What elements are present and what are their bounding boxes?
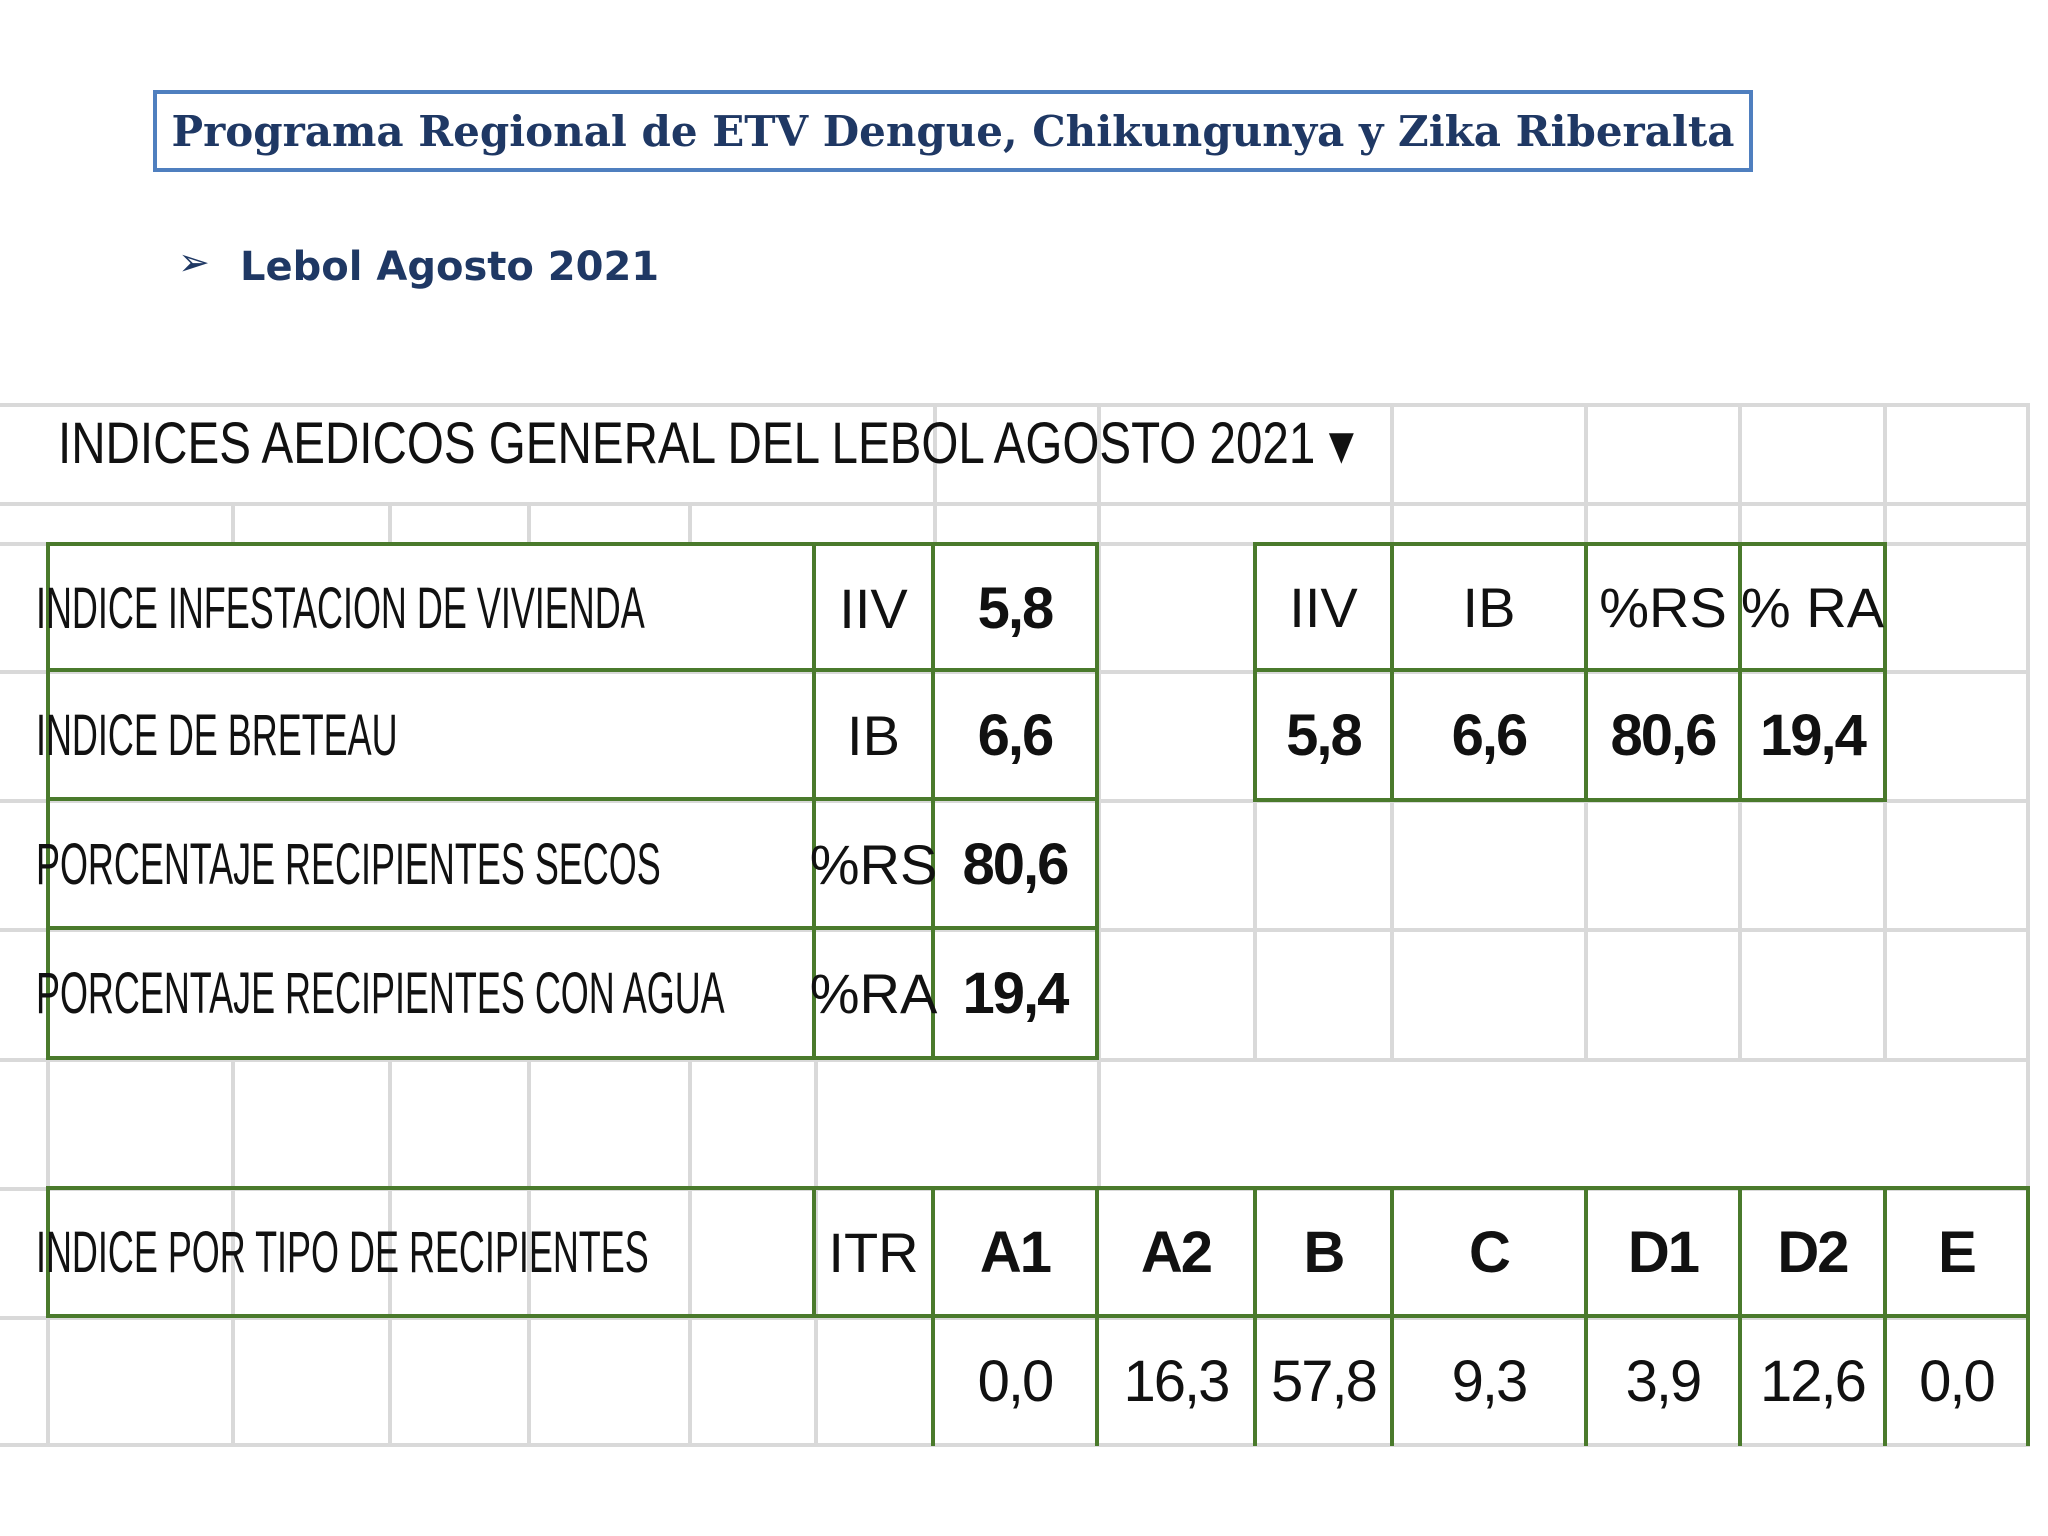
index-code-iiv: IIV — [839, 576, 908, 640]
summary-header-ra: % RA — [1740, 575, 1885, 639]
itr-value-c: 9,3 — [1451, 1348, 1529, 1414]
itr-value-a1: 0,0 — [977, 1348, 1055, 1414]
index-code-rs: %RS — [809, 832, 938, 896]
itr-header-d2: D2 — [1777, 1219, 1849, 1285]
index-label-iiv: INDICE INFESTACION DE VIVIENDA — [35, 575, 645, 641]
index-label-rs: PORCENTAJE RECIPIENTES SECOS — [35, 831, 661, 897]
sheet-heading: INDICES AEDICOS GENERAL DEL LEBOL AGOSTO… — [58, 411, 1363, 476]
subtitle: Lebol Agosto 2021 — [240, 244, 660, 290]
index-label-ra: PORCENTAJE RECIPIENTES CON AGUA — [35, 960, 725, 1026]
itr-code: ITR — [828, 1220, 919, 1284]
itr-value-e: 0,0 — [1919, 1348, 1996, 1414]
itr-value-d2: 12,6 — [1760, 1348, 1867, 1414]
index-value-iiv: 5,8 — [977, 575, 1055, 641]
index-code-ib: IB — [847, 703, 900, 767]
itr-header-b: B — [1303, 1219, 1346, 1285]
itr-value-b: 57,8 — [1271, 1348, 1378, 1414]
itr-header-d1: D1 — [1627, 1219, 1700, 1285]
summary-value-iiv: 5,8 — [1286, 702, 1363, 768]
dropdown-marker-icon: ▼ — [1320, 417, 1363, 475]
itr-header-e: E — [1938, 1219, 1977, 1285]
itr-value-d1: 3,9 — [1625, 1348, 1703, 1414]
index-value-rs: 80,6 — [962, 831, 1070, 897]
itr-header-c: C — [1469, 1219, 1511, 1285]
title-box: Programa Regional de ETV Dengue, Chikung… — [153, 90, 1753, 172]
index-code-ra: %RA — [809, 961, 938, 1025]
itr-label: INDICE POR TIPO DE RECIPIENTES — [35, 1219, 649, 1285]
summary-value-ra: 19,4 — [1760, 702, 1867, 768]
summary-header-iiv: IIV — [1289, 575, 1358, 639]
index-value-ib: 6,6 — [977, 702, 1055, 768]
itr-value-a2: 16,3 — [1123, 1348, 1231, 1414]
summary-header-rs: %RS — [1599, 575, 1727, 639]
arrow-bullet-icon: ➢ — [178, 240, 210, 284]
summary-header-ib: IB — [1462, 575, 1516, 639]
index-label-ib: INDICE DE BRETEAU — [35, 702, 398, 768]
summary-value-rs: 80,6 — [1610, 702, 1718, 768]
summary-value-ib: 6,6 — [1451, 702, 1529, 768]
index-value-ra: 19,4 — [962, 960, 1070, 1026]
page-title: Programa Regional de ETV Dengue, Chikung… — [171, 106, 1735, 156]
itr-header-a1: A1 — [979, 1219, 1052, 1285]
itr-header-a2: A2 — [1140, 1219, 1213, 1285]
